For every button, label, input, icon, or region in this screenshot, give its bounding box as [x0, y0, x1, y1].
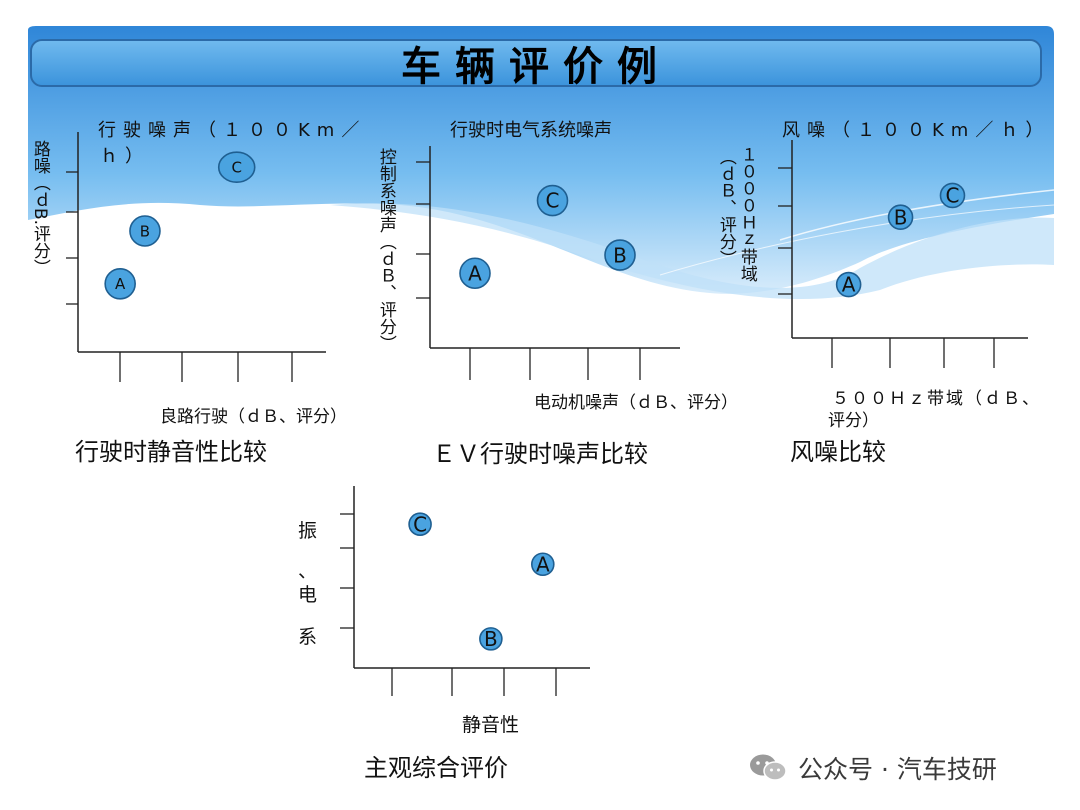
panel2-point-C: [536, 184, 569, 217]
panel4-point-label-C: C: [413, 512, 427, 536]
panel1-ylabel: 路噪（ｄB.评分）: [29, 140, 50, 277]
panel3-point-C: [939, 182, 966, 209]
panel2-xlabel: 电动机噪声（ｄＢ、评分）: [534, 393, 738, 413]
page-title: 车辆评价例: [401, 44, 671, 90]
panel1-point-A: [104, 267, 136, 300]
watermark-text: 公众号 · 汽车技研: [798, 755, 997, 784]
panel2-caption: ＥＶ行驶时噪声比较: [432, 440, 648, 468]
panel4-point-A: [530, 552, 555, 577]
panel1-point-label-A: A: [115, 275, 126, 293]
panel2-point-label-A: A: [468, 261, 482, 285]
panel4-point-label-B: B: [484, 627, 498, 651]
panel4-xlabel: 静音性: [462, 714, 520, 736]
panel1-point-B: [129, 215, 161, 247]
panel3-point-B: [887, 204, 914, 231]
title-banner: 车辆评价例: [30, 39, 1042, 90]
wechat-icon: [750, 754, 787, 781]
panel1-point-label-C: C: [231, 159, 241, 177]
panel4-point-C: [408, 512, 432, 537]
panel2-ylabel: 控制系噪声（ｄＢ、评分）: [375, 148, 396, 352]
panel1-point-label-B: B: [140, 222, 150, 240]
panel4-point-B: [479, 627, 503, 651]
panel3-point-label-C: C: [945, 184, 959, 208]
panel4-ylabel-char-2: 、: [298, 560, 318, 582]
panel3-point-label-B: B: [894, 205, 908, 229]
panel1-point-C: [217, 151, 256, 183]
panel2-point-label-B: B: [613, 243, 627, 267]
panel1-header-line2: ｈ）: [100, 146, 150, 167]
panel1-xlabel: 良路行驶（ｄＢ、评分）: [160, 407, 347, 427]
panel3-point-A: [835, 271, 862, 298]
panel2-point-B: [604, 239, 636, 271]
panel4-point-label-A: A: [536, 552, 550, 576]
panel3-ylabel-band: １０００Ｈｚ带域: [736, 146, 757, 282]
panel3-header: 风噪（１００Km／ｈ）: [782, 120, 1051, 141]
panel1-caption: 行驶时静音性比较: [75, 438, 267, 466]
panel3-point-label-A: A: [842, 273, 856, 297]
panel1-header-line1: 行驶噪声（１００Km／: [98, 120, 367, 141]
panel4-ylabel-char-4: 系: [298, 626, 318, 648]
panel4-caption: 主观综合评价: [364, 754, 508, 782]
panel2-header: 行驶时电气系统噪声: [450, 120, 612, 141]
panel3-ylabel-unit: （ｄＢ、评分）: [715, 148, 736, 267]
panel3-caption: 风噪比较: [790, 438, 886, 466]
panel3-xlabel-line1: ５００Ｈｚ带域（ｄＢ、: [832, 389, 1041, 409]
panel3-xlabel-line2: 评分）: [828, 411, 879, 431]
panel4-ylabel-char-1: 振: [298, 520, 318, 542]
panel2-point-A: [459, 257, 491, 290]
panel2-point-label-C: C: [546, 189, 560, 213]
panel4-ylabel-char-3: 电: [298, 584, 318, 606]
